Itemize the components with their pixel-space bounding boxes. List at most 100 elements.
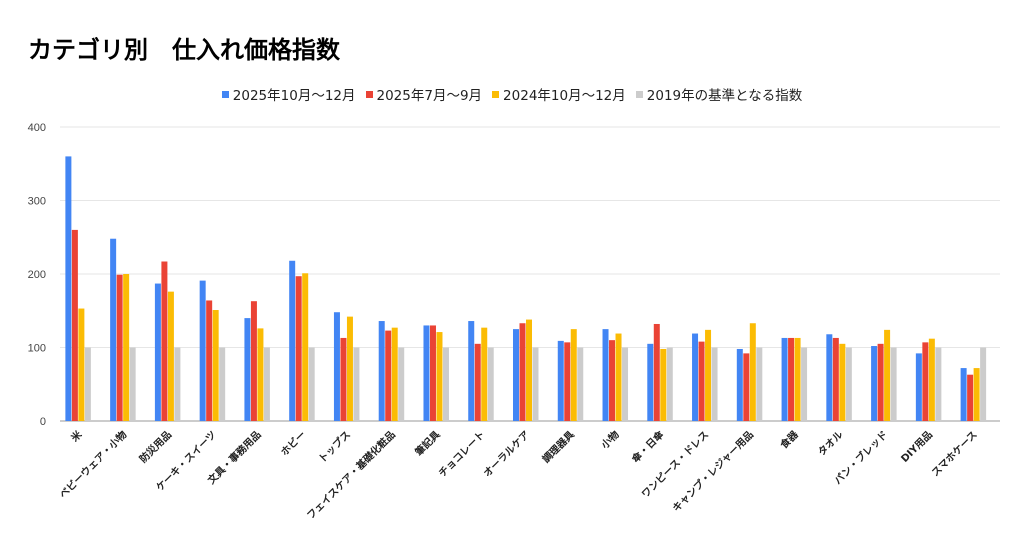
bar: [481, 327, 488, 421]
bar: [436, 332, 443, 421]
bar: [692, 333, 699, 421]
x-tick-label: オーラルケア: [481, 429, 532, 480]
bar: [935, 347, 942, 421]
legend-swatch: [221, 90, 229, 98]
bar: [666, 347, 673, 421]
legend-label: 2019年の基準となる指数: [646, 88, 803, 104]
bar: [564, 342, 571, 421]
bar: [429, 325, 436, 421]
bar: [110, 238, 117, 421]
x-tick-label: フェイスケア・基礎化粧品: [304, 428, 398, 522]
bar: [468, 321, 475, 421]
bar: [353, 347, 360, 421]
bar: [609, 340, 616, 421]
bar: [244, 318, 251, 421]
x-tick-label: 防災用品: [137, 428, 174, 465]
bar: [698, 341, 705, 421]
bar: [385, 330, 392, 421]
bar: [378, 321, 385, 421]
bar: [980, 347, 987, 421]
x-tick-label: ホビー: [278, 428, 308, 458]
bar: [877, 343, 884, 421]
bar: [973, 368, 980, 421]
bar: [570, 329, 577, 421]
bar: [129, 347, 136, 421]
bar: [154, 283, 161, 421]
bar: [474, 343, 481, 421]
bar: [391, 327, 398, 421]
bar: [263, 347, 270, 421]
chart-title: カテゴリ別 仕入れ価格指数: [28, 36, 340, 64]
bar: [622, 347, 629, 421]
bar: [71, 229, 78, 421]
x-tick-label: 筆記具: [412, 428, 442, 458]
legend-label: 2025年10月～12月: [232, 88, 356, 104]
bar: [845, 347, 852, 421]
bar: [922, 342, 929, 421]
bar: [615, 333, 622, 421]
y-tick-label: 300: [28, 196, 46, 208]
bar: [346, 316, 353, 421]
bar: [308, 347, 315, 421]
y-tick-label: 200: [28, 269, 46, 281]
bar: [660, 348, 667, 421]
bar: [653, 323, 660, 421]
bar: [871, 346, 878, 421]
bar: [967, 374, 974, 421]
x-tick-label: 食器: [777, 427, 802, 452]
bar: [647, 343, 654, 421]
x-tick-label: キャンプ・レジャー用品: [670, 428, 756, 514]
bar: [161, 261, 168, 421]
bar: [743, 353, 750, 421]
bar: [302, 273, 309, 421]
bar: [340, 337, 347, 421]
bar: [116, 274, 123, 421]
x-tick-label: 米: [68, 427, 85, 444]
bar: [78, 308, 85, 421]
bar: [928, 338, 935, 421]
bar: [442, 347, 449, 421]
bar: [884, 329, 891, 421]
legend-item: 2025年7月～9月: [365, 84, 483, 104]
bar: [174, 347, 181, 421]
bar: [826, 334, 833, 421]
x-tick-label: ベビーウェア・小物: [56, 428, 129, 501]
bar: [519, 323, 526, 421]
legend-swatch: [492, 90, 500, 98]
bar: [212, 310, 219, 421]
legend-item: 2024年10月～12月: [492, 84, 626, 104]
bar: [532, 347, 539, 421]
bar: [890, 347, 897, 421]
legend-swatch: [635, 90, 643, 98]
bar: [123, 274, 130, 421]
bar: [781, 337, 788, 421]
y-tick-label: 0: [40, 416, 46, 428]
legend-label: 2025年7月～9月: [376, 88, 483, 104]
x-tick-label: 傘・日傘: [629, 427, 667, 465]
bar: [577, 347, 584, 421]
bar: [960, 368, 967, 421]
y-tick-label: 400: [28, 122, 46, 134]
legend-swatch: [365, 90, 373, 98]
bar: [167, 291, 174, 421]
bar: [289, 260, 296, 421]
bar: [333, 312, 340, 421]
bar: [513, 329, 519, 421]
legend-item: 2025年10月～12月: [221, 84, 356, 104]
bar: [794, 337, 801, 421]
legend: 2025年10月～12月 2025年7月～9月 2024年10月～12月 201…: [0, 84, 1024, 104]
bar: [398, 347, 405, 421]
bar: [65, 156, 72, 421]
bar: [250, 301, 257, 421]
bar: [199, 280, 206, 421]
bar: [423, 325, 430, 421]
x-tick-label: 調理器具: [539, 428, 576, 465]
bar: [839, 343, 846, 421]
y-tick-label: 100: [28, 343, 46, 355]
bar: [915, 353, 922, 421]
bar: [749, 323, 756, 421]
bar: [788, 337, 795, 421]
bar: [711, 347, 718, 421]
bar: [257, 328, 264, 421]
